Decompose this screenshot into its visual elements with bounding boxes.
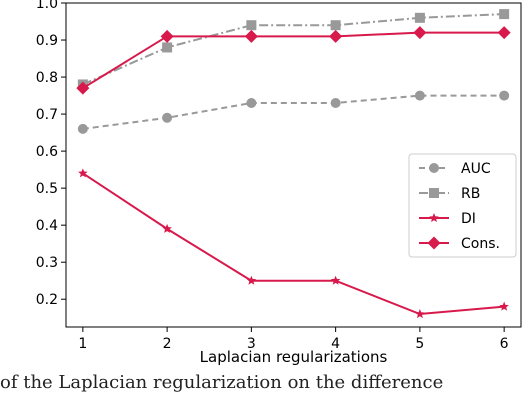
data-point <box>76 81 90 95</box>
series-auc <box>77 90 510 134</box>
data-point <box>414 12 425 23</box>
data-point <box>244 29 258 43</box>
legend: AUC RB DI Cons. <box>408 153 517 258</box>
series-line <box>82 13 505 86</box>
axes: 1 2 3 4 5 6 0.2 0.3 0.4 0.5 0.6 0.7 0.8 0.9 1.0 Laplaci… <box>36 0 522 366</box>
data-point <box>246 275 257 285</box>
x-tick-label: 3 <box>247 336 256 352</box>
y-tick-label: 0.3 <box>36 255 58 271</box>
legend-item: AUC <box>419 161 491 177</box>
data-point <box>499 9 510 20</box>
y-tick-label: 1.0 <box>36 0 58 12</box>
legend-label: AUC <box>461 161 491 177</box>
data-point <box>330 97 341 108</box>
legend-marker <box>429 213 439 223</box>
x-tick-label: 6 <box>500 336 509 352</box>
data-point <box>77 123 88 134</box>
figure-caption: of the Laplacian regularization on the d… <box>0 372 444 393</box>
series-rb <box>77 9 510 90</box>
legend-item: Cons. <box>419 236 500 252</box>
y-tick-label: 0.6 <box>36 144 58 160</box>
series-line <box>82 172 505 316</box>
legend-item: RB <box>419 186 480 202</box>
data-point <box>330 275 341 285</box>
series-layer <box>76 9 511 319</box>
legend-marker <box>429 163 439 173</box>
data-point <box>162 42 173 53</box>
legend-label: Cons. <box>461 236 500 252</box>
data-point <box>162 112 173 123</box>
data-point <box>78 168 88 178</box>
data-point <box>162 223 172 233</box>
data-point <box>499 90 510 101</box>
x-tick-label: 1 <box>78 336 87 352</box>
data-point <box>246 20 257 31</box>
y-tick-label: 0.5 <box>36 181 58 197</box>
series-cons <box>76 26 511 95</box>
series-line <box>82 94 505 130</box>
series-di <box>78 168 509 319</box>
data-point <box>329 29 343 43</box>
legend-label: RB <box>461 186 480 202</box>
legend-marker <box>427 236 441 250</box>
legend-item: DI <box>419 211 476 227</box>
legend-box <box>408 153 517 258</box>
series-line <box>82 31 505 90</box>
legend-label: DI <box>461 211 476 227</box>
x-tick-label: 4 <box>331 336 340 352</box>
plot-frame <box>65 2 522 328</box>
data-point <box>499 301 509 311</box>
data-point <box>413 26 427 40</box>
x-axis-title: Laplacian regularizations <box>200 348 388 366</box>
data-point <box>160 29 174 43</box>
legend-marker <box>429 188 439 198</box>
y-tick-label: 0.7 <box>36 107 58 123</box>
data-point <box>497 26 511 40</box>
y-tick-label: 0.2 <box>36 292 58 308</box>
data-point <box>414 90 425 101</box>
y-tick-label: 0.8 <box>36 70 58 86</box>
y-tick-label: 0.4 <box>36 218 58 234</box>
x-tick-label: 5 <box>415 336 424 352</box>
line-chart: 1 2 3 4 5 6 0.2 0.3 0.4 0.5 0.6 0.7 0.8 0.9 1.0 Laplaci… <box>36 0 522 366</box>
data-point <box>330 20 341 31</box>
data-point <box>246 97 257 108</box>
data-point <box>415 309 425 319</box>
y-tick-label: 0.9 <box>36 33 58 49</box>
x-tick-label: 2 <box>163 336 172 352</box>
